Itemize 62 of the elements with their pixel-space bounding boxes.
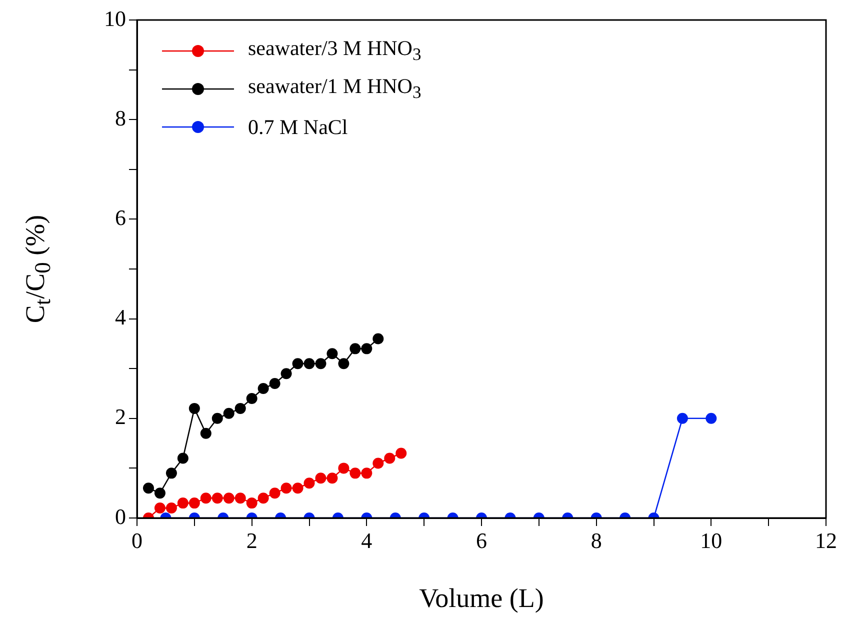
point (246, 392, 258, 404)
point (154, 502, 166, 514)
point (212, 492, 223, 504)
point (292, 482, 304, 494)
point (154, 488, 166, 499)
point (280, 482, 292, 494)
point (326, 348, 338, 360)
point (350, 468, 361, 479)
point (269, 488, 280, 499)
point (269, 378, 280, 390)
point (292, 358, 304, 370)
y-tick-label: 8 (115, 105, 126, 130)
point (142, 482, 154, 494)
point (166, 468, 177, 479)
point (234, 492, 246, 504)
point (188, 402, 200, 414)
point (223, 492, 234, 504)
point (177, 498, 188, 509)
point (372, 333, 384, 344)
point (234, 402, 246, 414)
x-tick-label: 2 (246, 528, 258, 553)
point (361, 468, 372, 479)
point (338, 462, 350, 474)
point (304, 478, 315, 489)
y-tick-label: 10 (104, 6, 126, 31)
x-tick-label: 12 (815, 528, 837, 553)
legend-label: 0.7 M NaCl (248, 114, 348, 140)
point (361, 343, 372, 354)
y-tick-label: 6 (115, 204, 126, 230)
x-tick-label: 0 (132, 528, 142, 553)
point (258, 492, 269, 504)
x-tick-label: 6 (476, 528, 487, 553)
point (396, 448, 407, 459)
point (350, 343, 361, 354)
point (372, 458, 384, 469)
legend-label: seawater/3 M HNO$_{3}$ (248, 36, 422, 66)
x-tick-label: 10 (700, 528, 722, 553)
point (384, 452, 396, 464)
point (706, 412, 717, 424)
point (166, 502, 177, 514)
point (212, 412, 223, 424)
point (188, 498, 200, 509)
point (676, 412, 688, 424)
point (326, 472, 338, 484)
point (315, 358, 326, 370)
legend-label: seawater/1 M HNO$_{3}$ (248, 74, 422, 104)
x-tick-label: 8 (590, 528, 602, 553)
y-tick-label: 4 (115, 304, 126, 330)
point (223, 408, 234, 419)
x-tick-label: 4 (361, 528, 372, 553)
point (315, 472, 326, 484)
point (338, 358, 350, 370)
x-axis-title: Volume (L) (418, 583, 545, 614)
point (200, 428, 212, 439)
y-tick-label: 0 (115, 504, 126, 529)
y-tick-label: 2 (115, 404, 126, 430)
point (258, 383, 269, 394)
point (304, 358, 315, 370)
point (200, 492, 212, 504)
point (177, 452, 188, 464)
point (246, 498, 258, 509)
point (280, 368, 292, 380)
